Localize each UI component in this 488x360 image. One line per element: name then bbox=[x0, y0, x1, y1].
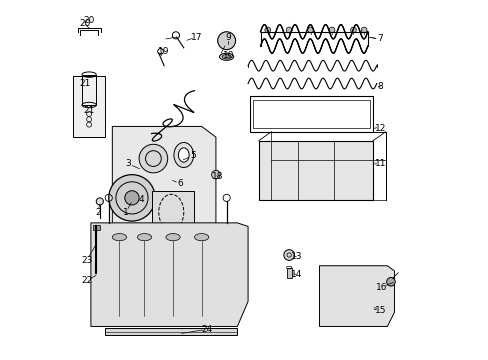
Circle shape bbox=[283, 249, 294, 260]
Circle shape bbox=[124, 191, 139, 205]
Bar bbox=[73, 76, 105, 137]
Polygon shape bbox=[91, 223, 247, 327]
Text: 14: 14 bbox=[290, 270, 302, 279]
Text: 5: 5 bbox=[189, 151, 195, 160]
Circle shape bbox=[96, 198, 103, 205]
Text: 9: 9 bbox=[225, 33, 231, 42]
Bar bbox=[286, 267, 291, 278]
Text: 10: 10 bbox=[222, 51, 234, 60]
Text: 20: 20 bbox=[83, 15, 95, 24]
Text: 15: 15 bbox=[374, 306, 385, 315]
Text: 7: 7 bbox=[377, 35, 382, 44]
Text: 24: 24 bbox=[201, 325, 212, 334]
Ellipse shape bbox=[112, 234, 126, 241]
Text: 23: 23 bbox=[81, 256, 92, 265]
Text: 21: 21 bbox=[83, 106, 95, 115]
Circle shape bbox=[307, 27, 313, 33]
Circle shape bbox=[264, 27, 270, 33]
Bar bbox=[249, 96, 372, 132]
Circle shape bbox=[139, 144, 167, 173]
Bar bbox=[271, 132, 385, 200]
Text: 16: 16 bbox=[375, 283, 387, 292]
Ellipse shape bbox=[165, 234, 180, 241]
Text: 13: 13 bbox=[290, 252, 302, 261]
Text: 20: 20 bbox=[80, 19, 91, 28]
Circle shape bbox=[328, 27, 334, 33]
Text: 12: 12 bbox=[374, 124, 385, 133]
Bar bbox=[82, 75, 96, 105]
Circle shape bbox=[386, 278, 394, 286]
Text: 6: 6 bbox=[177, 179, 183, 188]
Text: 18: 18 bbox=[211, 172, 223, 181]
Text: 3: 3 bbox=[125, 159, 131, 168]
Text: 4: 4 bbox=[138, 195, 143, 204]
Bar bbox=[253, 100, 369, 128]
Ellipse shape bbox=[194, 234, 208, 241]
Ellipse shape bbox=[174, 143, 193, 167]
Circle shape bbox=[361, 27, 366, 33]
Text: 17: 17 bbox=[190, 33, 202, 42]
Ellipse shape bbox=[137, 234, 151, 241]
Bar bbox=[93, 225, 100, 230]
Circle shape bbox=[285, 27, 291, 33]
Ellipse shape bbox=[222, 55, 231, 59]
Bar bbox=[151, 191, 194, 234]
Text: 8: 8 bbox=[377, 82, 382, 91]
Polygon shape bbox=[319, 266, 394, 327]
Bar bbox=[105, 328, 237, 336]
Circle shape bbox=[350, 27, 356, 33]
Polygon shape bbox=[112, 126, 216, 296]
Ellipse shape bbox=[219, 53, 233, 60]
Text: 11: 11 bbox=[374, 159, 385, 168]
Text: 21: 21 bbox=[80, 79, 91, 88]
Circle shape bbox=[211, 170, 220, 179]
Ellipse shape bbox=[178, 148, 189, 162]
Text: 22: 22 bbox=[81, 276, 92, 285]
Text: 19: 19 bbox=[158, 47, 169, 56]
Circle shape bbox=[217, 32, 235, 50]
Text: 1: 1 bbox=[123, 208, 128, 217]
Bar bbox=[258, 141, 372, 200]
Circle shape bbox=[108, 175, 155, 221]
Text: 2: 2 bbox=[95, 208, 101, 217]
